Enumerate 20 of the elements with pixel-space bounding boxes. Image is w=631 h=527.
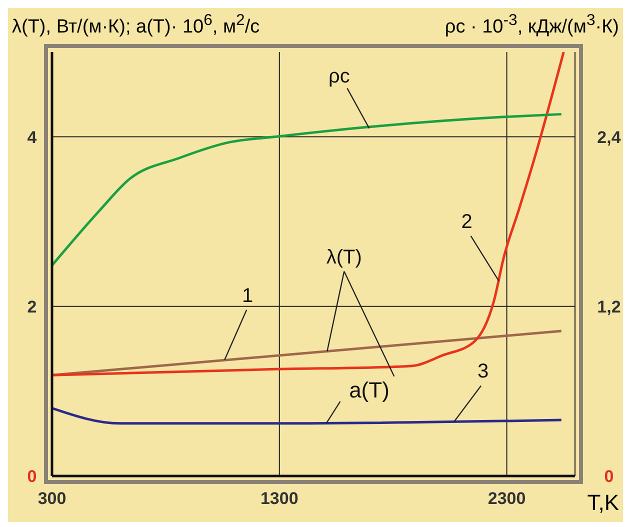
x-axis-title: T,K	[587, 490, 619, 516]
annotation: 2	[461, 210, 472, 233]
y-tick-label: 0	[27, 467, 37, 486]
annotation: a(T)	[349, 377, 390, 402]
x-tick-label: 2300	[488, 489, 526, 508]
line-series	[52, 112, 563, 267]
y-tick-label: 2	[27, 297, 37, 316]
y-tick-label: 4	[27, 128, 38, 147]
y2-tick-label: 1,2	[597, 297, 621, 316]
y2-tick-label: 0	[604, 467, 614, 486]
x-tick-label: 300	[38, 489, 66, 508]
y2-axis-title: ρс · 10$^{-3}$, кДж/(м$^{3}$·К)	[444, 12, 619, 40]
y-axis-title: λ(T), Вт/(м·К); a(T)· 10$^{6}$, м$^{2}$/с	[12, 12, 260, 40]
annotation: 1	[242, 284, 254, 307]
annotation: 3	[477, 360, 489, 383]
x-tick-label: 1300	[260, 489, 298, 508]
line-series	[52, 52, 565, 376]
annotation: λ(T)	[326, 246, 362, 268]
annotation: ρc	[328, 65, 350, 88]
y2-tick-label: 2,4	[597, 128, 622, 147]
